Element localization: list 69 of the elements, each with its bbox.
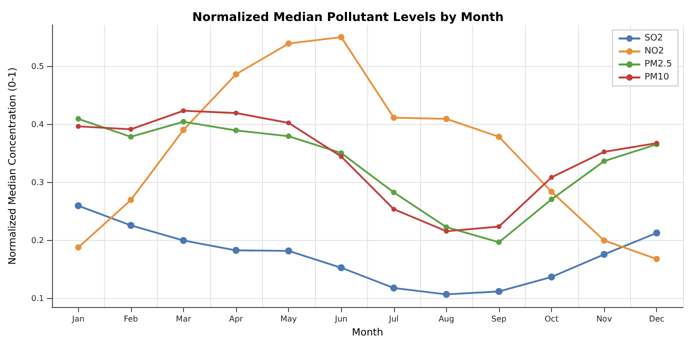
point xyxy=(549,174,554,180)
y-tick-label: 0.2 xyxy=(31,236,44,245)
x-tick-label: Jul xyxy=(388,314,399,324)
x-tick-label: Jan xyxy=(71,314,84,324)
point xyxy=(495,288,502,295)
point xyxy=(496,224,502,230)
legend-label: SO2 xyxy=(644,34,664,44)
point xyxy=(548,188,555,195)
point xyxy=(390,114,397,121)
point xyxy=(286,120,292,126)
y-tick-label: 0.4 xyxy=(31,120,44,130)
point xyxy=(128,196,134,204)
y-tick-label: 0.3 xyxy=(31,178,44,188)
x-tick-label: Apr xyxy=(229,314,244,324)
x-tick-label: Aug xyxy=(438,314,454,324)
point xyxy=(601,158,607,164)
y-axis-title: Normalized Median Concentration (0-1) xyxy=(8,67,18,265)
x-tick-label: May xyxy=(280,314,298,324)
point xyxy=(390,284,398,292)
x-tick-label: Mar xyxy=(176,314,192,324)
x-tick-label: Jun xyxy=(334,314,348,324)
point xyxy=(338,264,345,272)
point xyxy=(390,190,397,196)
point xyxy=(391,206,396,212)
point xyxy=(600,250,608,258)
point xyxy=(443,116,450,122)
point xyxy=(180,236,187,244)
point xyxy=(76,124,81,129)
point xyxy=(233,128,239,134)
point xyxy=(285,40,292,47)
point xyxy=(548,196,554,202)
y-tick-label: 0.5 xyxy=(31,62,44,72)
point xyxy=(285,247,292,254)
point xyxy=(338,34,344,40)
point xyxy=(496,134,502,140)
x-tick-label: Feb xyxy=(124,314,138,324)
legend-label: NO2 xyxy=(644,46,664,56)
point xyxy=(75,116,82,122)
point xyxy=(548,273,556,280)
point xyxy=(338,154,344,159)
x-tick-label: Dec xyxy=(648,314,664,324)
point xyxy=(180,126,187,133)
point xyxy=(180,118,186,125)
y-tick-label: 0.1 xyxy=(31,294,44,303)
point xyxy=(444,228,449,234)
legend-label: PM10 xyxy=(644,72,670,82)
point xyxy=(444,224,450,230)
point xyxy=(75,244,82,251)
point xyxy=(127,222,134,229)
point xyxy=(600,237,608,244)
x-tick-label: Nov xyxy=(596,314,612,324)
x-tick-label: Oct xyxy=(544,314,558,324)
point xyxy=(74,202,82,210)
point xyxy=(234,110,238,116)
point xyxy=(128,126,134,132)
point xyxy=(442,290,450,298)
point xyxy=(653,229,660,236)
point xyxy=(232,71,240,78)
point xyxy=(232,246,240,254)
x-axis-title: Month xyxy=(352,328,384,338)
legend-label: PM2.5 xyxy=(644,60,672,70)
point xyxy=(181,108,186,114)
chart-title: Normalized Median Pollutant Levels by Month xyxy=(192,10,504,24)
point xyxy=(286,133,292,140)
point xyxy=(128,134,134,140)
point xyxy=(654,256,660,262)
point xyxy=(602,149,607,154)
point xyxy=(496,239,502,246)
x-tick-label: Sep xyxy=(491,314,506,324)
